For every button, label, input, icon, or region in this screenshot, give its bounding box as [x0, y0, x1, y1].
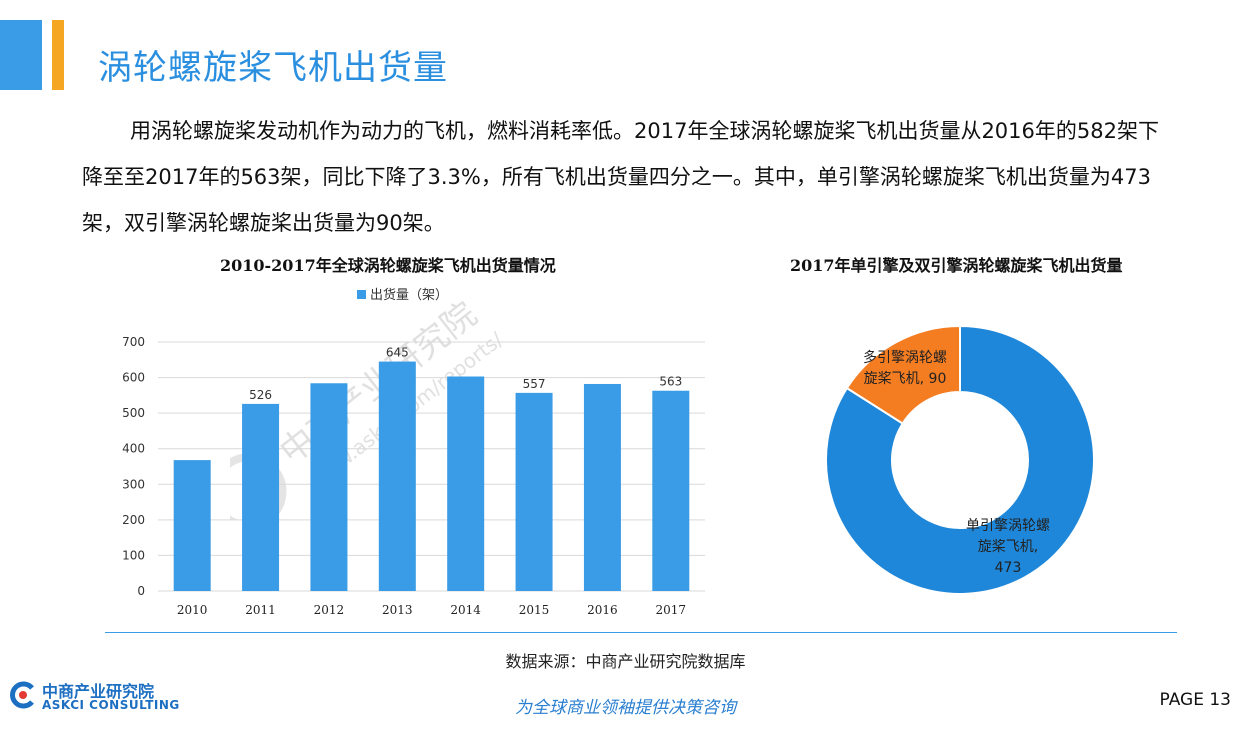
page-number: PAGE 13: [1159, 690, 1231, 710]
page-title: 涡轮螺旋桨飞机出货量: [98, 48, 448, 88]
bar: [378, 361, 416, 591]
title-accent-bar-orange: [52, 20, 64, 90]
x-tick-label: 2017: [656, 603, 687, 617]
legend-label: 出货量（架）: [370, 287, 448, 303]
x-tick-label: 2010: [177, 603, 208, 617]
slice-label: 旋桨飞机,: [978, 538, 1038, 555]
bar: [447, 376, 485, 591]
y-tick-label: 0: [137, 584, 145, 598]
logo-name-cn: 中商产业研究院: [42, 682, 155, 701]
bar: [515, 392, 553, 591]
bar: [652, 390, 690, 591]
bar-chart: 出货量（架） 0 100 200 300 400 500 600 700 2010 2011 526 2…: [122, 287, 705, 617]
logo-name-en: ASKCI CONSULTING: [42, 698, 180, 712]
data-label: 526: [249, 388, 272, 402]
slice-label: 多引擎涡轮螺: [863, 349, 947, 366]
slice-label: 单引擎涡轮螺: [966, 518, 1050, 534]
donut-slice: [845, 324, 961, 425]
intro-paragraph: 用涡轮螺旋桨发动机作为动力的飞机，燃料消耗率低。2017年全球涡轮螺旋桨飞机出货…: [82, 119, 1159, 235]
data-label: 563: [659, 375, 682, 389]
bar-chart-title: 2010-2017年全球涡轮螺旋桨飞机出货量情况: [220, 256, 556, 275]
data-source: 数据来源：中商产业研究院数据库: [505, 652, 746, 671]
footer-slogan: 为全球商业领袖提供决策咨询: [515, 698, 736, 718]
x-tick-label: 2014: [450, 603, 481, 617]
bar: [173, 460, 211, 591]
y-tick-label: 300: [122, 477, 145, 491]
donut-slice: [825, 324, 1095, 595]
legend-swatch: [357, 290, 366, 299]
title-accent-bar-blue: [0, 20, 42, 90]
y-tick-label: 600: [122, 371, 145, 385]
slice-label: 旋桨飞机, 90: [864, 370, 947, 387]
slice-label: 473: [995, 560, 1022, 576]
donut-chart-title: 2017年单引擎及双引擎涡轮螺旋桨飞机出货量: [790, 256, 1123, 275]
y-tick-label: 500: [122, 406, 145, 420]
y-tick-label: 200: [122, 513, 145, 527]
bar: [242, 403, 280, 591]
x-tick-label: 2013: [382, 603, 413, 617]
x-tick-label: 2016: [587, 603, 618, 617]
company-logo-icon: [10, 681, 34, 709]
x-tick-label: 2012: [314, 603, 345, 617]
data-label: 557: [523, 377, 546, 391]
bar: [583, 383, 621, 591]
legend: 出货量（架）: [357, 287, 448, 303]
data-label: 645: [386, 346, 409, 360]
y-tick-label: 700: [122, 335, 145, 349]
x-tick-label: 2015: [519, 603, 550, 617]
y-tick-label: 400: [122, 442, 145, 456]
y-tick-label: 100: [122, 548, 145, 562]
footer-divider: [105, 632, 1177, 633]
x-tick-label: 2011: [245, 603, 276, 617]
bar: [310, 383, 348, 591]
